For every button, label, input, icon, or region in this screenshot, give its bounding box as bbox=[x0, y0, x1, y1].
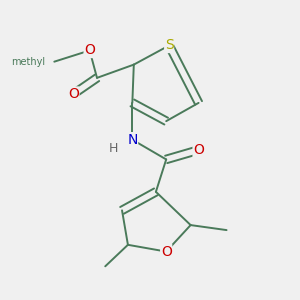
Text: O: O bbox=[84, 44, 95, 58]
Text: O: O bbox=[193, 143, 204, 157]
Text: S: S bbox=[165, 38, 173, 52]
Text: N: N bbox=[127, 133, 137, 147]
Text: methyl: methyl bbox=[11, 57, 46, 67]
Text: O: O bbox=[161, 244, 172, 259]
Text: H: H bbox=[109, 142, 118, 155]
Text: O: O bbox=[68, 87, 79, 101]
